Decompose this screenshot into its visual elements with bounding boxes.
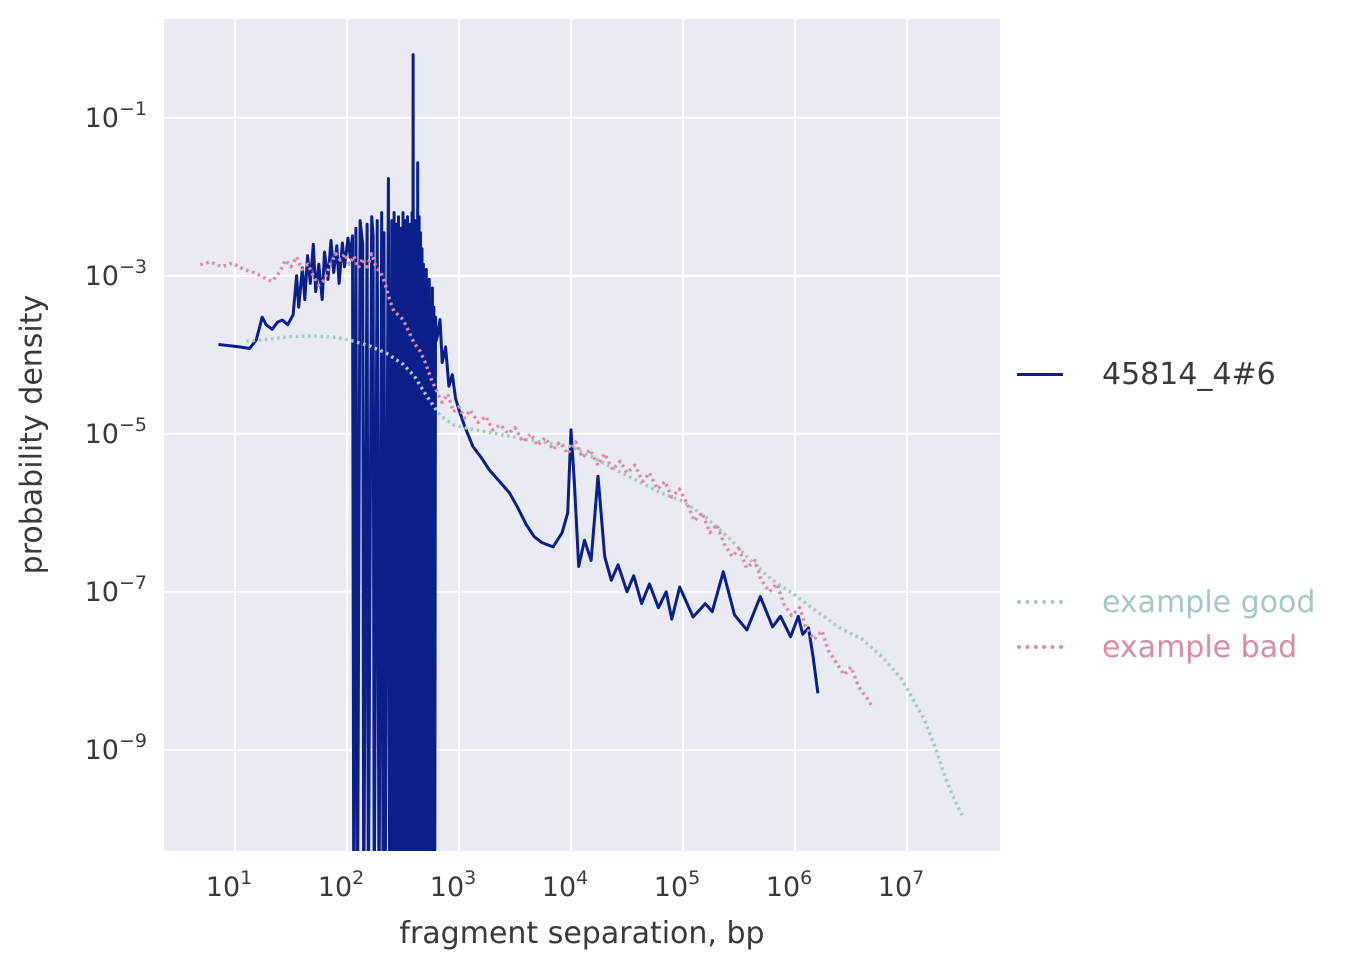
series-45814_4#6 — [218, 53, 820, 851]
plot-area — [164, 19, 1000, 851]
x-tick-label: 105 — [654, 867, 700, 903]
y-tick-label: 10−3 — [85, 256, 147, 292]
legend-item-sample: 45814_4#6 — [1017, 356, 1276, 392]
x-tick-label: 106 — [766, 867, 812, 903]
legend-swatch-solid-line — [1017, 372, 1063, 376]
x-tick-label: 107 — [878, 867, 924, 903]
legend-label-example-bad: example bad — [1102, 629, 1298, 665]
legend-label-example-good: example good — [1102, 584, 1316, 620]
legend-item-example-good: example good — [1017, 584, 1315, 620]
legend-item-example-bad: example bad — [1017, 629, 1297, 665]
y-tick-label: 10−1 — [85, 98, 147, 134]
x-axis-label: fragment separation, bp — [399, 916, 765, 951]
x-tick-label: 104 — [542, 867, 588, 903]
legend-swatch-dotted-bad — [1017, 645, 1063, 649]
x-tick-label: 103 — [430, 867, 476, 903]
x-tick-label: 101 — [206, 867, 252, 903]
y-tick-label: 10−5 — [85, 414, 147, 450]
series-example-good — [246, 334, 964, 816]
series-example-bad — [199, 252, 874, 708]
x-tick-label: 102 — [318, 867, 364, 903]
y-tick-label: 10−9 — [85, 730, 147, 766]
legend-label-sample: 45814_4#6 — [1102, 356, 1276, 392]
legend-swatch-dotted-good — [1017, 600, 1063, 604]
y-tick-label: 10−7 — [85, 572, 147, 608]
y-axis-label: probability density — [14, 294, 50, 575]
